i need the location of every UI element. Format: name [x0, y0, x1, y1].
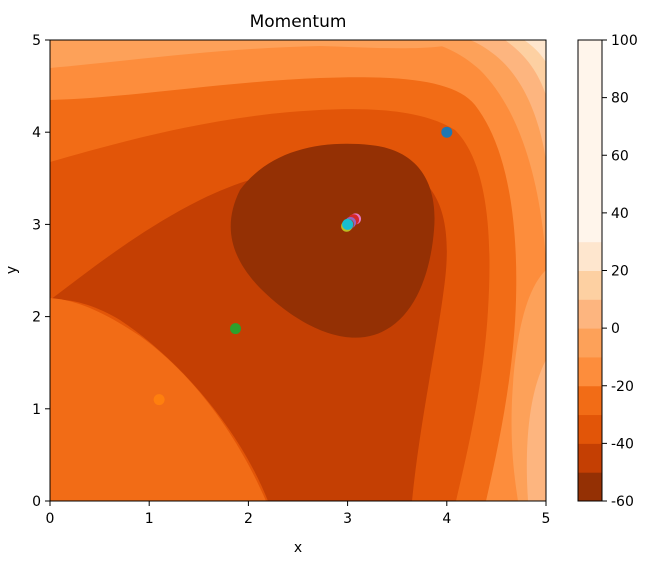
colorbar-band-7 [578, 270, 602, 300]
contour-band-10-20 [50, 40, 470, 68]
colorbar-tick-label-1: -40 [611, 436, 634, 452]
colorbar-band-15 [578, 40, 602, 70]
colorbar-band-3 [578, 385, 602, 416]
x-tick-label-3: 3 [343, 511, 352, 527]
scatter-points [153, 126, 453, 406]
colorbar-band-4 [578, 356, 602, 387]
colorbar-band-6 [578, 299, 602, 329]
y-tick-label-2: 2 [32, 310, 41, 326]
colorbar-band-13 [578, 97, 602, 127]
colorbar-band-10 [578, 184, 602, 214]
x-tick-label-0: 0 [46, 511, 55, 527]
colorbar-band-5 [578, 328, 602, 358]
colorbar-tick-label-7: 80 [611, 91, 629, 107]
scatter-point-1 [153, 394, 165, 406]
y-axis-label: y [4, 266, 20, 274]
scatter-point-2 [230, 323, 242, 335]
scatter-point-0 [441, 126, 453, 138]
colorbar-band-0 [578, 472, 602, 502]
colorbar-tick-label-5: 40 [611, 206, 629, 222]
colorbar-band-2 [578, 414, 602, 444]
contour-band-20-30 [420, 40, 546, 260]
y-axis-ticks: 0 1 2 3 4 5 [32, 33, 50, 510]
x-axis-label: x [294, 540, 302, 556]
y-tick-label-5: 5 [32, 33, 41, 49]
x-tick-label-1: 1 [145, 511, 154, 527]
colorbar-band-8 [578, 241, 602, 271]
colorbar-band-12 [578, 126, 602, 156]
chart-title: Momentum [250, 12, 347, 32]
colorbar-band-9 [578, 212, 602, 243]
contour-band-40-60 [505, 40, 546, 95]
y-tick-label-0: 0 [32, 494, 41, 510]
contour-band-neg40-neg30 [230, 143, 435, 338]
x-tick-label-2: 2 [244, 511, 253, 527]
contour-band-60-100 [524, 40, 546, 62]
colorbar-tick-label-8: 100 [611, 33, 638, 49]
contour-band-30-40 [470, 40, 546, 160]
colorbar-band-1 [578, 443, 602, 473]
x-axis-ticks: 0 1 2 3 4 5 [46, 501, 551, 527]
y-tick-label-1: 1 [32, 402, 41, 418]
colorbar-tick-label-4: 20 [611, 264, 629, 280]
colorbar-band-11 [578, 155, 602, 185]
colorbar-band-14 [578, 68, 602, 99]
plot-area [50, 40, 546, 501]
colorbar-tick-label-2: -20 [611, 379, 634, 395]
colorbar: -60 -40 -20 0 20 40 60 80 100 [577, 33, 638, 510]
contour-band-right-20-30 [526, 360, 546, 501]
colorbar-tick-label-6: 60 [611, 148, 629, 164]
x-tick-label-5: 5 [542, 511, 551, 527]
plot-frame [49, 39, 547, 502]
x-tick-label-4: 4 [442, 511, 451, 527]
y-tick-label-4: 4 [32, 125, 41, 141]
colorbar-tick-label-3: 0 [611, 321, 620, 337]
scatter-point-9 [342, 218, 354, 230]
y-tick-label-3: 3 [32, 217, 41, 233]
colorbar-tick-label-0: -60 [611, 494, 634, 510]
